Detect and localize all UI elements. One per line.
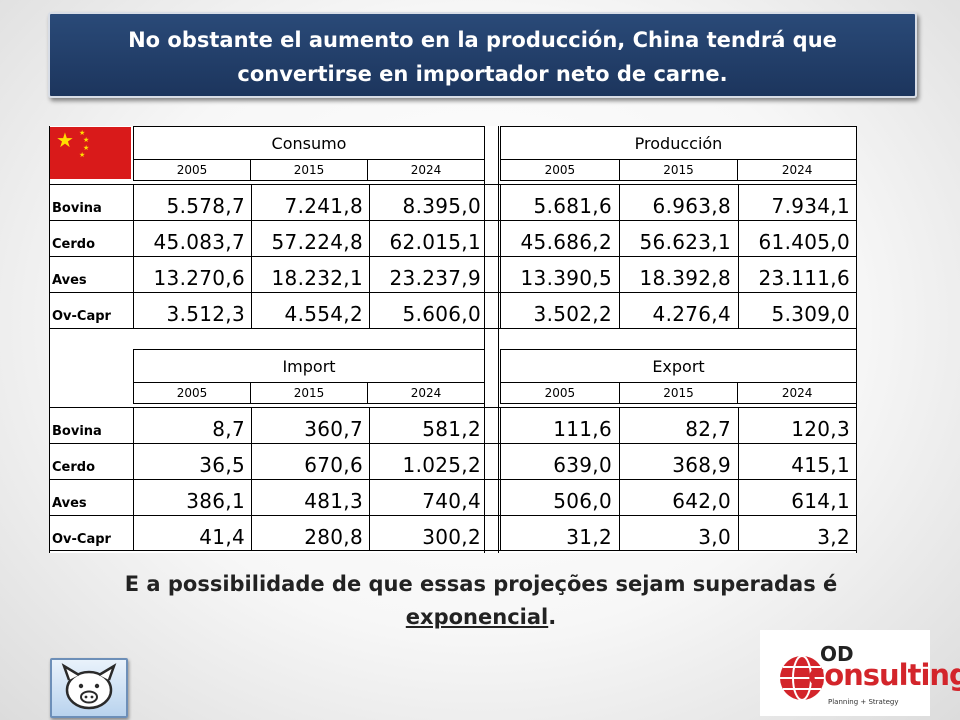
- table-row: Cerdo 36,5 670,6 1.025,2 639,0 368,9 415,1: [49, 443, 857, 479]
- consumo-year-2: 2015: [250, 160, 367, 181]
- import-cell: 481,3: [304, 489, 363, 513]
- row-label: Aves: [52, 496, 87, 511]
- produccion-cell: 5.681,6: [533, 194, 612, 218]
- export-year-1: 2005: [544, 386, 576, 400]
- logo-name-text: consulting: [808, 658, 960, 692]
- import-cell: 41,4: [199, 525, 245, 549]
- export-year-3: 2024: [737, 383, 856, 404]
- table-row: Ov-Capr 41,4 280,8 300,2 31,2 3,0 3,2: [49, 515, 857, 551]
- export-year-2: 2015: [618, 383, 738, 404]
- export-cell: 368,9: [672, 453, 731, 477]
- export-cell: 31,2: [566, 525, 612, 549]
- produccion-header: Producción 2005 2015 2024: [500, 126, 857, 181]
- produccion-year-3: 2024: [737, 160, 856, 181]
- produccion-cell: 7.934,1: [771, 194, 850, 218]
- export-header: Export 2005 2015 2024: [500, 349, 857, 404]
- produccion-cell: 61.405,0: [758, 230, 850, 254]
- import-cell: 386,1: [186, 489, 245, 513]
- consumo-cell: 18.232,1: [271, 266, 363, 290]
- produccion-cell: 5.309,0: [771, 302, 850, 326]
- import-cell: 740,4: [422, 489, 481, 513]
- consumo-cell: 62.015,1: [389, 230, 481, 254]
- title-line-1: No obstante el aumento en la producción,…: [128, 28, 837, 52]
- globe-logo-icon: [780, 655, 824, 701]
- consumo-title: Consumo: [134, 127, 484, 160]
- export-cell: 639,0: [553, 453, 612, 477]
- export-cell: 614,1: [791, 489, 850, 513]
- import-year-3: 2024: [367, 383, 484, 404]
- consumo-cell: 57.224,8: [271, 230, 363, 254]
- import-cell: 300,2: [422, 525, 481, 549]
- export-cell: 415,1: [791, 453, 850, 477]
- produccion-cell: 13.390,5: [520, 266, 612, 290]
- row-label: Aves: [52, 273, 87, 288]
- row-label: Cerdo: [52, 460, 96, 475]
- export-cell: 3,2: [817, 525, 850, 549]
- logo-tagline: Planning + Strategy: [828, 698, 899, 706]
- export-cell: 111,6: [553, 417, 612, 441]
- import-cell: 581,2: [422, 417, 481, 441]
- produccion-cell: 18.392,8: [639, 266, 731, 290]
- row-label: Bovina: [52, 201, 102, 216]
- produccion-cell: 23.111,6: [758, 266, 850, 290]
- consumo-cell: 7.241,8: [284, 194, 363, 218]
- import-cell: 36,5: [199, 453, 245, 477]
- produccion-year-1: 2005: [544, 163, 576, 177]
- import-year-2: 2015: [250, 383, 367, 404]
- import-cell: 360,7: [304, 417, 363, 441]
- consumo-cell: 5.606,0: [402, 302, 481, 326]
- consumo-cell: 5.578,7: [166, 194, 245, 218]
- row-label: Cerdo: [52, 237, 96, 252]
- footer-text-end: .: [548, 605, 557, 629]
- table-row: Bovina 8,7 360,7 581,2 111,6 82,7 120,3: [49, 407, 857, 443]
- consumo-header: Consumo 2005 2015 2024: [133, 126, 485, 181]
- export-cell: 642,0: [672, 489, 731, 513]
- table-row: Ov-Capr 3.512,3 4.554,2 5.606,0 3.502,2 4.276…: [49, 292, 857, 328]
- row-label: Ov-Capr: [52, 309, 111, 324]
- consumo-cell: 13.270,6: [153, 266, 245, 290]
- row-label: Bovina: [52, 424, 102, 439]
- table-row: Bovina 5.578,7 7.241,8 8.395,0 5.681,6 6.963,…: [49, 184, 857, 220]
- produccion-cell: 6.963,8: [652, 194, 731, 218]
- produccion-cell: 4.276,4: [652, 302, 731, 326]
- produccion-cell: 56.623,1: [639, 230, 731, 254]
- import-title: Import: [134, 350, 484, 383]
- export-cell: 3,0: [698, 525, 731, 549]
- logo-od-text: OD: [820, 642, 854, 666]
- consumo-cell: 45.083,7: [153, 230, 245, 254]
- consumo-cell: 3.512,3: [166, 302, 245, 326]
- row-label: Ov-Capr: [52, 532, 111, 547]
- data-table: ★ ★ ★ ★ ★ Consumo 2005 2015 2024 Producc…: [49, 126, 857, 553]
- consumo-cell: 23.237,9: [389, 266, 481, 290]
- produccion-year-2: 2015: [618, 160, 738, 181]
- import-year-1: 2005: [176, 386, 208, 400]
- export-cell: 506,0: [553, 489, 612, 513]
- produccion-cell: 45.686,2: [520, 230, 612, 254]
- consumo-year-3: 2024: [367, 160, 484, 181]
- slide-title: No obstante el aumento en la producción,…: [48, 12, 917, 98]
- import-cell: 8,7: [212, 417, 245, 441]
- od-consulting-logo: OD consulting Planning + Strategy: [760, 630, 960, 716]
- consumo-cell: 8.395,0: [402, 194, 481, 218]
- export-title: Export: [501, 350, 856, 383]
- import-cell: 670,6: [304, 453, 363, 477]
- consumo-year-1: 2005: [176, 163, 208, 177]
- consumo-cell: 4.554,2: [284, 302, 363, 326]
- footer-underlined-word: exponencial: [405, 605, 549, 629]
- export-cell: 82,7: [685, 417, 731, 441]
- import-header: Import 2005 2015 2024: [133, 349, 485, 404]
- footer-statement: E a possibilidade de que essas projeções…: [60, 568, 902, 634]
- import-cell: 280,8: [304, 525, 363, 549]
- title-line-2: convertirse en importador neto de carne.: [237, 62, 728, 86]
- footer-text-main: E a possibilidade de que essas projeções…: [124, 572, 838, 596]
- produccion-cell: 3.502,2: [533, 302, 612, 326]
- table-row: Cerdo 45.083,7 57.224,8 62.015,1 45.686,2 56.…: [49, 220, 857, 256]
- pig-logo-icon: [50, 658, 128, 718]
- table-row: Aves 13.270,6 18.232,1 23.237,9 13.390,5 18.3…: [49, 256, 857, 292]
- export-cell: 120,3: [791, 417, 850, 441]
- import-cell: 1.025,2: [402, 453, 481, 477]
- table-row: Aves 386,1 481,3 740,4 506,0 642,0 614,1: [49, 479, 857, 515]
- china-flag-icon: ★ ★ ★ ★ ★: [50, 127, 131, 179]
- produccion-title: Producción: [501, 127, 856, 160]
